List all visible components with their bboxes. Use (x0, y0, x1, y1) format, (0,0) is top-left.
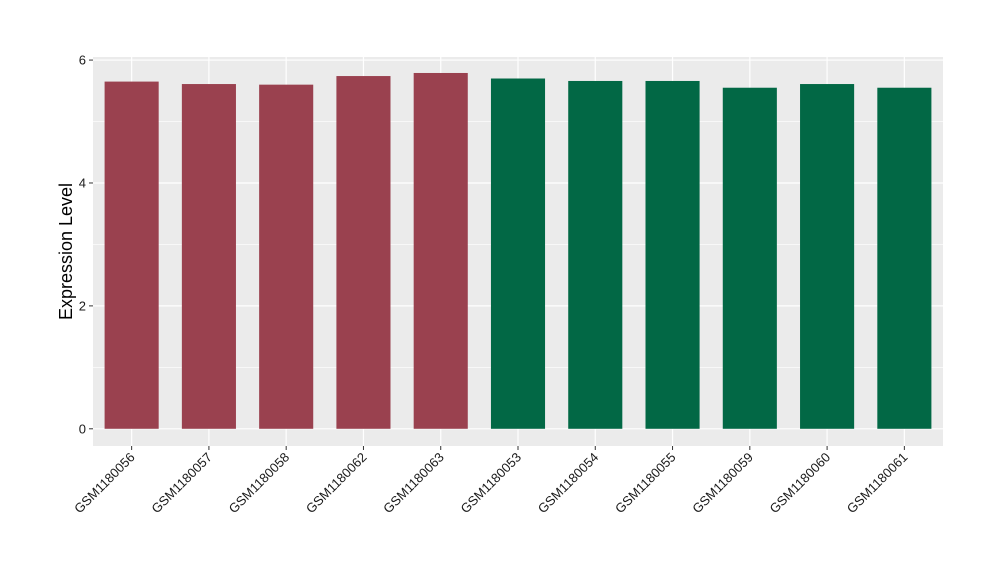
x-tick-label: GSM1180063 (380, 450, 447, 517)
x-tick-label: GSM1180062 (303, 450, 370, 517)
x-tick-label: GSM1180055 (612, 450, 679, 517)
y-tick-label: 4 (79, 175, 86, 190)
x-tick-label: GSM1180059 (689, 450, 756, 517)
x-tick-label: GSM1180053 (457, 450, 524, 517)
x-tick-label: GSM1180061 (844, 450, 911, 517)
x-tick-label: GSM1180056 (71, 450, 138, 517)
x-axis: GSM1180056 GSM1180057 GSM1180058 GSM1180062… (71, 446, 910, 516)
x-tick-label: GSM1180057 (148, 450, 215, 517)
bar-GSM1180055 (645, 80, 700, 429)
bar-GSM1180056 (104, 81, 159, 429)
bar-GSM1180059 (722, 87, 777, 429)
bar-GSM1180057 (181, 84, 236, 429)
y-axis: 0 2 4 6 (79, 53, 93, 436)
y-axis-title: Expression Level (56, 183, 76, 320)
x-tick-label: GSM1180060 (767, 450, 834, 517)
x-tick-label: GSM1180054 (535, 450, 602, 517)
bar-GSM1180054 (568, 80, 623, 429)
x-tick-label: GSM1180058 (226, 450, 293, 517)
y-tick-label: 0 (79, 421, 86, 436)
bars (104, 72, 932, 429)
bar-GSM1180060 (800, 84, 855, 429)
y-tick-label: 6 (79, 53, 86, 68)
bar-GSM1180063 (413, 72, 468, 429)
bar-GSM1180061 (877, 87, 932, 429)
bar-GSM1180053 (490, 78, 546, 429)
bar-GSM1180062 (336, 76, 391, 429)
bar-GSM1180058 (259, 84, 314, 429)
y-tick-label: 2 (79, 298, 86, 313)
